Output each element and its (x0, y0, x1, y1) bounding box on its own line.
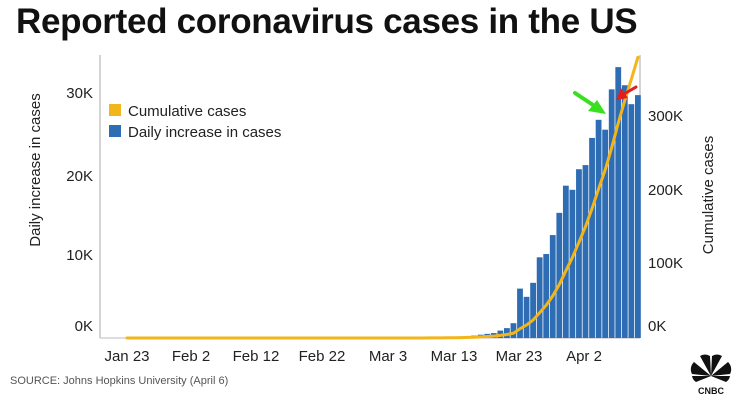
daily-bar (543, 254, 550, 338)
legend-swatch-cumulative (109, 104, 121, 116)
x-tick-label: Feb 2 (172, 348, 210, 365)
daily-bar (628, 104, 635, 338)
legend-label-daily: Daily increase in cases (128, 124, 281, 141)
source-note: SOURCE: Johns Hopkins University (April … (10, 375, 229, 387)
logo-text: CNBC (698, 386, 724, 396)
daily-bar (595, 119, 602, 338)
daily-bar (635, 95, 641, 339)
daily-bar (536, 257, 543, 338)
right-tick-label: 100K (648, 255, 683, 272)
left-axis-label: Daily increase in cases (27, 93, 44, 246)
cnbc-peacock-icon: CNBC (690, 354, 732, 396)
daily-bar (589, 137, 595, 338)
x-tick-label: Mar 3 (369, 348, 407, 365)
daily-bar (510, 323, 517, 338)
x-tick-label: Mar 23 (496, 348, 543, 365)
daily-bar (608, 89, 615, 338)
left-tick-label: 0K (75, 318, 93, 335)
red-arrow-annotation (616, 85, 638, 100)
daily-bar (569, 189, 576, 338)
right-axis-label: Cumulative cases (700, 136, 717, 254)
x-tick-label: Mar 13 (431, 348, 478, 365)
x-tick-label: Jan 23 (104, 348, 149, 365)
legend: Cumulative cases Daily increase in cases (109, 103, 281, 141)
daily-bar (562, 185, 569, 338)
right-tick-label: 200K (648, 182, 683, 199)
x-tick-label: Feb 12 (233, 348, 280, 365)
daily-bar (615, 67, 622, 339)
left-tick-label: 10K (66, 247, 93, 264)
daily-bar (517, 288, 523, 338)
daily-bar (602, 129, 609, 338)
legend-swatch-daily (109, 125, 121, 137)
daily-bar (523, 296, 530, 338)
x-tick-label: Apr 2 (566, 348, 602, 365)
legend-label-cumulative: Cumulative cases (128, 103, 246, 120)
daily-bar (621, 85, 628, 339)
right-tick-label: 300K (648, 108, 683, 125)
left-tick-label: 20K (66, 168, 93, 185)
green-arrow-annotation (573, 91, 606, 114)
daily-bar (582, 165, 589, 338)
left-tick-label: 30K (66, 85, 93, 102)
daily-bar (556, 212, 563, 338)
cumulative-line (125, 55, 640, 340)
right-tick-label: 0K (648, 318, 666, 335)
daily-bar (576, 169, 582, 338)
daily-bar (530, 282, 536, 338)
x-tick-label: Feb 22 (299, 348, 346, 365)
page-title: Reported coronavirus cases in the US (16, 2, 638, 41)
daily-bar (549, 235, 556, 338)
